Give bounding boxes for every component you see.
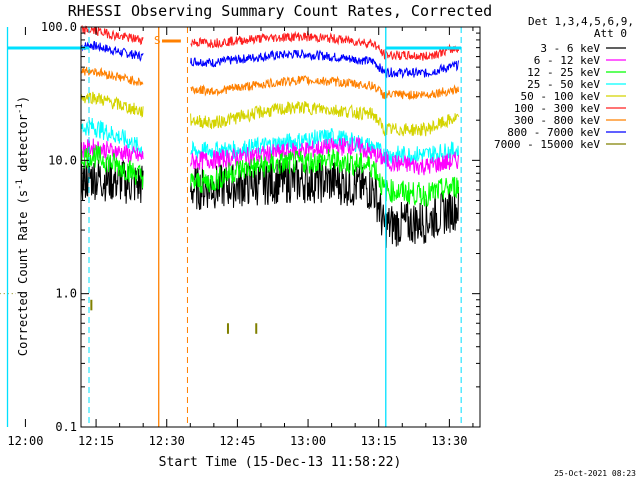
series-trace [190, 148, 459, 207]
legend-entry-label: 6 - 12 keV [534, 54, 601, 67]
overlay-lines: S [6, 27, 462, 427]
legend-entry-label: 12 - 25 keV [527, 66, 600, 79]
x-tick-label: 13:15 [361, 434, 397, 448]
series-trace [190, 128, 459, 165]
x-tick-label: 13:00 [290, 434, 326, 448]
y-axis: 100.0 10.0 1.0 0.1 [41, 20, 480, 434]
y-axis-label: Corrected Count Rate (s-1 detector-1) [15, 96, 30, 356]
legend-entry-label: 7000 - 15000 keV [494, 138, 600, 151]
legend-entry-label: 800 - 7000 keV [507, 126, 600, 139]
legend-header-detectors: Det 1,3,4,5,6,9, [528, 15, 634, 28]
series-trace [81, 66, 144, 87]
y-tick-label: 1.0 [55, 287, 77, 301]
series-trace [190, 158, 459, 248]
x-tick-label: 12:15 [78, 434, 114, 448]
y-axis-label-end: ) [16, 96, 30, 103]
plot-frame [80, 26, 481, 428]
plot-traces [0, 24, 459, 334]
x-axis: 12:00 12:15 12:30 12:45 13:00 13:15 13:30 [7, 27, 474, 448]
x-tick-label: 13:30 [431, 434, 467, 448]
timestamp-stamp: 25-Oct-2021 08:23 [554, 469, 636, 478]
legend-entry-label: 100 - 300 keV [514, 102, 600, 115]
series-trace [190, 101, 459, 137]
y-tick-label: 0.1 [55, 420, 77, 434]
y-axis-label-mid: detector [16, 114, 30, 179]
saa-flag-label: S [154, 34, 161, 47]
x-tick-label: 12:45 [219, 434, 255, 448]
x-tick-label: 12:30 [149, 434, 185, 448]
x-axis-label: Start Time (15-Dec-13 11:58:22) [159, 455, 402, 470]
chart-title: RHESSI Observing Summary Count Rates, Co… [68, 2, 492, 20]
series-trace [190, 30, 459, 61]
series-trace [81, 91, 144, 118]
y-axis-label-sup2: -1 [15, 103, 25, 114]
legend-entry-label: 3 - 6 keV [540, 42, 600, 55]
series-trace [190, 136, 459, 176]
series-trace [81, 138, 144, 163]
series-trace [190, 75, 459, 101]
y-tick-label: 100.0 [41, 20, 77, 34]
series-trace [81, 144, 144, 189]
legend-header-attenuator: Att 0 [594, 27, 627, 40]
y-tick-label: 10.0 [48, 153, 77, 167]
series-trace [190, 49, 459, 80]
legend-entry-label: 300 - 800 keV [514, 114, 600, 127]
series-trace [81, 40, 144, 62]
y-axis-label-main: Corrected Count Rate (s [16, 190, 30, 356]
y-axis-label-sup1: -1 [15, 179, 25, 190]
legend-entry-label: 25 - 50 keV [527, 78, 600, 91]
legend-entry-label: 50 - 100 keV [521, 90, 601, 103]
x-tick-label: 12:00 [7, 434, 43, 448]
series-trace [81, 24, 144, 46]
